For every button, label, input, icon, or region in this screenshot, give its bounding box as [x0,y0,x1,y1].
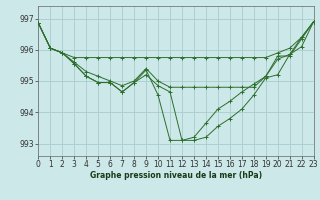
X-axis label: Graphe pression niveau de la mer (hPa): Graphe pression niveau de la mer (hPa) [90,171,262,180]
